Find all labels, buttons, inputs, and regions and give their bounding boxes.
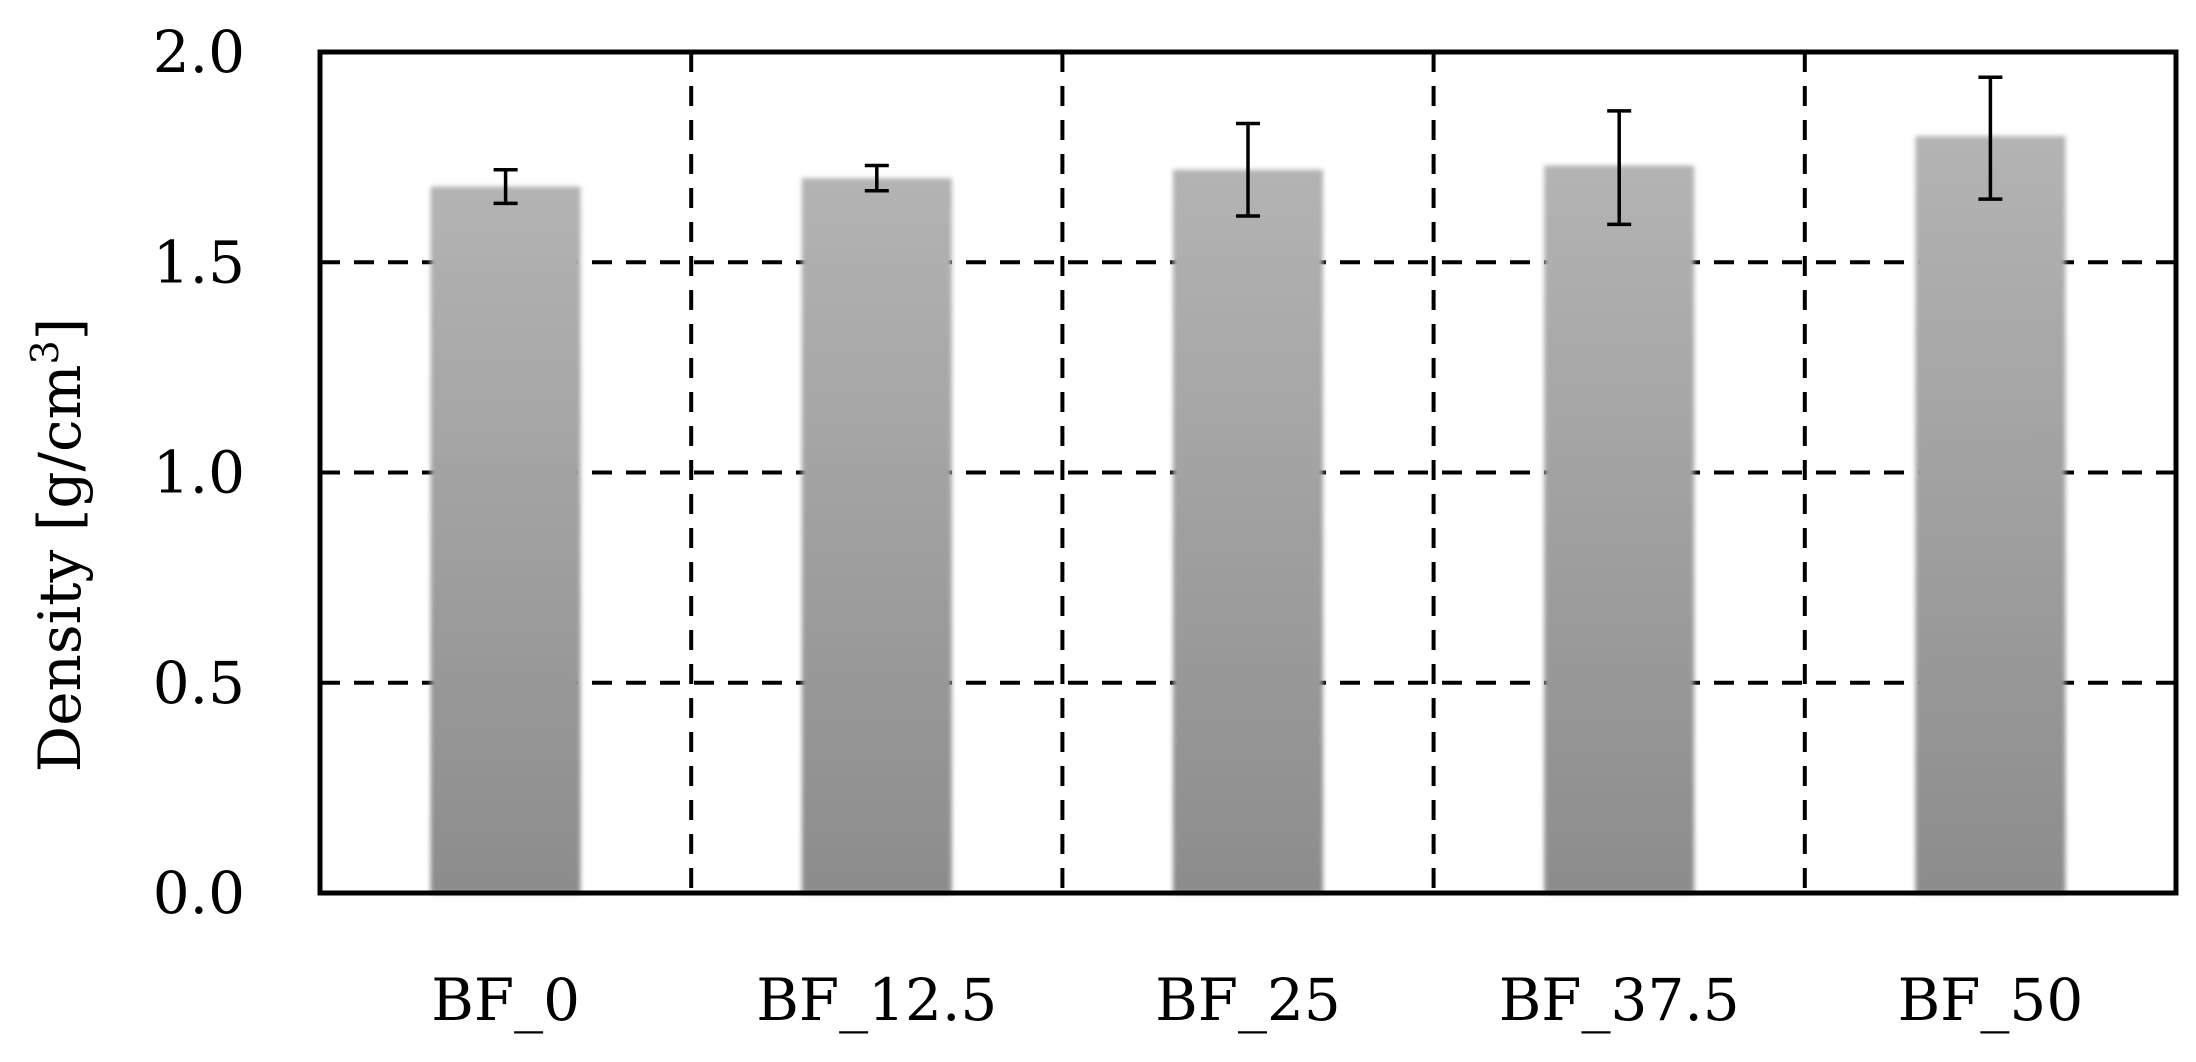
- x-category-labels: BF_0 BF_12.5 BF_25 BF_37.5 BF_50: [431, 966, 2083, 1034]
- error-bar-BF_12.5: [864, 163, 889, 193]
- bars-group: [430, 136, 2066, 894]
- x-tick-label: BF_12.5: [756, 966, 997, 1034]
- bar-BF_0: [430, 186, 581, 893]
- error-bar-BF_0: [493, 167, 518, 206]
- y-tick-label: 2.0: [153, 18, 245, 86]
- bar-BF_25: [1173, 169, 1323, 894]
- y-tick-label: 1.0: [153, 439, 245, 507]
- bar-BF_50: [1915, 136, 2066, 894]
- bar-BF_37.5: [1544, 165, 1695, 893]
- bar-BF_12.5: [801, 178, 952, 893]
- y-axis-title-main: Density [g/cm: [26, 365, 94, 773]
- plot-frame: [317, 49, 2179, 896]
- error-bar-BF_50: [1978, 75, 2003, 201]
- y-tick-label: 0.5: [153, 649, 245, 717]
- error-bars-group: [493, 75, 2003, 227]
- x-tick-label: BF_25: [1155, 966, 1341, 1034]
- y-axis-title-superscript: 3: [23, 340, 67, 364]
- y-axis-title-close: ]: [26, 318, 94, 341]
- error-bar-BF_37.5: [1607, 109, 1632, 227]
- x-tick-label: BF_37.5: [1499, 966, 1740, 1034]
- x-tick-label: BF_50: [1898, 966, 2084, 1034]
- error-bar-BF_25: [1236, 121, 1260, 218]
- y-axis-title: Density [g/cm3]: [23, 318, 94, 773]
- y-tick-label: 0.0: [153, 859, 245, 927]
- y-tick-label: 1.5: [153, 228, 245, 296]
- x-tick-label: BF_0: [431, 966, 580, 1034]
- y-tick-labels: 0.0 0.5 1.0 1.5 2.0: [153, 18, 245, 927]
